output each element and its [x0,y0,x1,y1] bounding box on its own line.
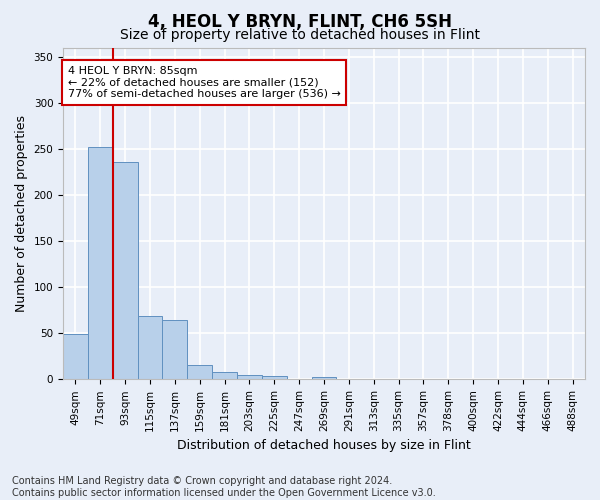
Text: 4, HEOL Y BRYN, FLINT, CH6 5SH: 4, HEOL Y BRYN, FLINT, CH6 5SH [148,12,452,30]
Bar [212,372,237,380]
Bar [262,376,287,380]
Text: Contains HM Land Registry data © Crown copyright and database right 2024.
Contai: Contains HM Land Registry data © Crown c… [12,476,436,498]
Bar [88,147,113,380]
X-axis label: Distribution of detached houses by size in Flint: Distribution of detached houses by size … [177,440,471,452]
Y-axis label: Number of detached properties: Number of detached properties [15,115,28,312]
Bar [237,374,262,380]
Text: 4 HEOL Y BRYN: 85sqm
← 22% of detached houses are smaller (152)
77% of semi-deta: 4 HEOL Y BRYN: 85sqm ← 22% of detached h… [68,66,341,99]
Bar [163,320,187,380]
Bar [63,334,88,380]
Text: Size of property relative to detached houses in Flint: Size of property relative to detached ho… [120,28,480,42]
Bar [113,162,137,380]
Bar [311,376,337,380]
Bar [137,316,163,380]
Bar [187,364,212,380]
